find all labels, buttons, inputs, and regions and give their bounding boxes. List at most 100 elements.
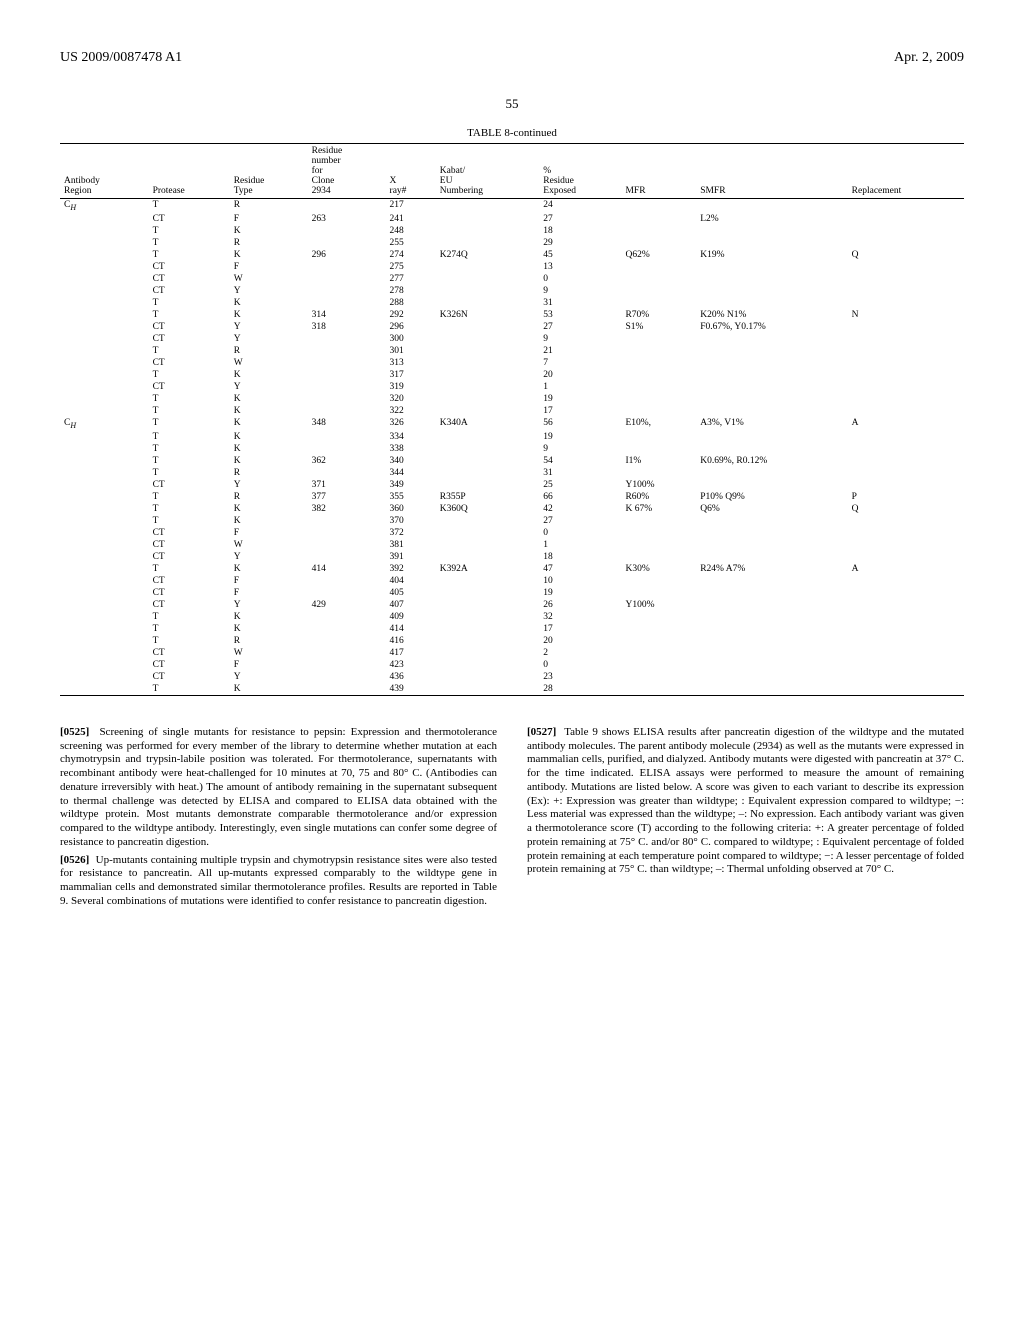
table-cell	[308, 683, 386, 696]
table-cell	[848, 333, 964, 345]
table-cell	[696, 551, 847, 563]
table-cell	[60, 671, 149, 683]
table-cell: K	[230, 623, 308, 635]
table-cell: T	[149, 455, 230, 467]
table-cell: 314	[308, 309, 386, 321]
table-cell: T	[149, 467, 230, 479]
table-cell	[621, 551, 696, 563]
table-cell	[696, 393, 847, 405]
table-cell	[308, 587, 386, 599]
table-cell	[848, 671, 964, 683]
table-cell: R	[230, 199, 308, 213]
table-cell: Q	[848, 249, 964, 261]
table-cell	[848, 225, 964, 237]
col-header: AntibodyRegion	[60, 144, 149, 199]
table-cell	[60, 575, 149, 587]
table-cell	[696, 515, 847, 527]
table-cell: T	[149, 683, 230, 696]
table-row: CTY42940726Y100%	[60, 599, 964, 611]
table-cell	[60, 405, 149, 417]
table-cell	[621, 199, 696, 213]
table-cell	[696, 599, 847, 611]
table-row: CTF4230	[60, 659, 964, 671]
col-header: Kabat/EUNumbering	[436, 144, 540, 199]
table-row: TK37027	[60, 515, 964, 527]
table-cell	[60, 431, 149, 443]
table-cell	[696, 479, 847, 491]
table-cell	[60, 297, 149, 309]
table-cell	[621, 213, 696, 225]
table-cell: 319	[386, 381, 436, 393]
table-cell: W	[230, 273, 308, 285]
table-cell	[308, 369, 386, 381]
table-cell: 404	[386, 575, 436, 587]
table-cell: 417	[386, 647, 436, 659]
table-cell	[60, 321, 149, 333]
table-cell: K326N	[436, 309, 540, 321]
table-cell	[436, 225, 540, 237]
table-cell	[848, 369, 964, 381]
table-cell	[696, 575, 847, 587]
table-cell: K274Q	[436, 249, 540, 261]
table-cell: 416	[386, 635, 436, 647]
table-cell	[436, 647, 540, 659]
table-cell: CT	[149, 599, 230, 611]
table-row: TK296274K274Q45Q62%K19%Q	[60, 249, 964, 261]
table-row: CTW3137	[60, 357, 964, 369]
table-cell	[60, 527, 149, 539]
table-cell: T	[149, 309, 230, 321]
table-cell: L2%	[696, 213, 847, 225]
table-cell	[308, 515, 386, 527]
table-cell: 355	[386, 491, 436, 503]
table-cell	[621, 443, 696, 455]
table-cell	[621, 381, 696, 393]
table-cell	[436, 381, 540, 393]
table-cell: 29	[539, 237, 621, 249]
table-cell: S1%	[621, 321, 696, 333]
table-cell	[696, 273, 847, 285]
table-row: TK41417	[60, 623, 964, 635]
table-cell	[848, 539, 964, 551]
table-cell	[308, 647, 386, 659]
table-cell	[436, 405, 540, 417]
table-cell: Q62%	[621, 249, 696, 261]
table-cell: CT	[149, 647, 230, 659]
table-row: TK32217	[60, 405, 964, 417]
table-cell: F	[230, 587, 308, 599]
col-header: SMFR	[696, 144, 847, 199]
table-cell: R355P	[436, 491, 540, 503]
table-cell: T	[149, 623, 230, 635]
table-cell: 372	[386, 527, 436, 539]
table-cell	[60, 443, 149, 455]
table-cell: 10	[539, 575, 621, 587]
table-cell: 288	[386, 297, 436, 309]
table-cell	[436, 333, 540, 345]
table-cell: K	[230, 611, 308, 623]
table-cell	[436, 587, 540, 599]
table-cell	[696, 405, 847, 417]
table-cell: 405	[386, 587, 436, 599]
table-cell	[436, 575, 540, 587]
table-cell	[848, 357, 964, 369]
table-cell: 362	[308, 455, 386, 467]
table-cell: K20% N1%	[696, 309, 847, 321]
paragraph-number: [0525]	[60, 726, 99, 738]
table-cell: Y	[230, 551, 308, 563]
table-cell: 274	[386, 249, 436, 261]
table-row: CTF3720	[60, 527, 964, 539]
table-cell	[436, 683, 540, 696]
table-cell: K	[230, 563, 308, 575]
table-cell: Y	[230, 285, 308, 297]
table-cell	[308, 199, 386, 213]
table-cell: F	[230, 527, 308, 539]
table-cell	[308, 225, 386, 237]
table-cell	[848, 635, 964, 647]
table-cell: 317	[386, 369, 436, 381]
table-row: TR377355R355P66R60%P10% Q9%P	[60, 491, 964, 503]
table-cell: CT	[149, 273, 230, 285]
table-cell: 19	[539, 587, 621, 599]
table-cell	[60, 309, 149, 321]
table-cell: CT	[149, 285, 230, 297]
col-header: ResiduenumberforClone2934	[308, 144, 386, 199]
table-cell: T	[149, 393, 230, 405]
